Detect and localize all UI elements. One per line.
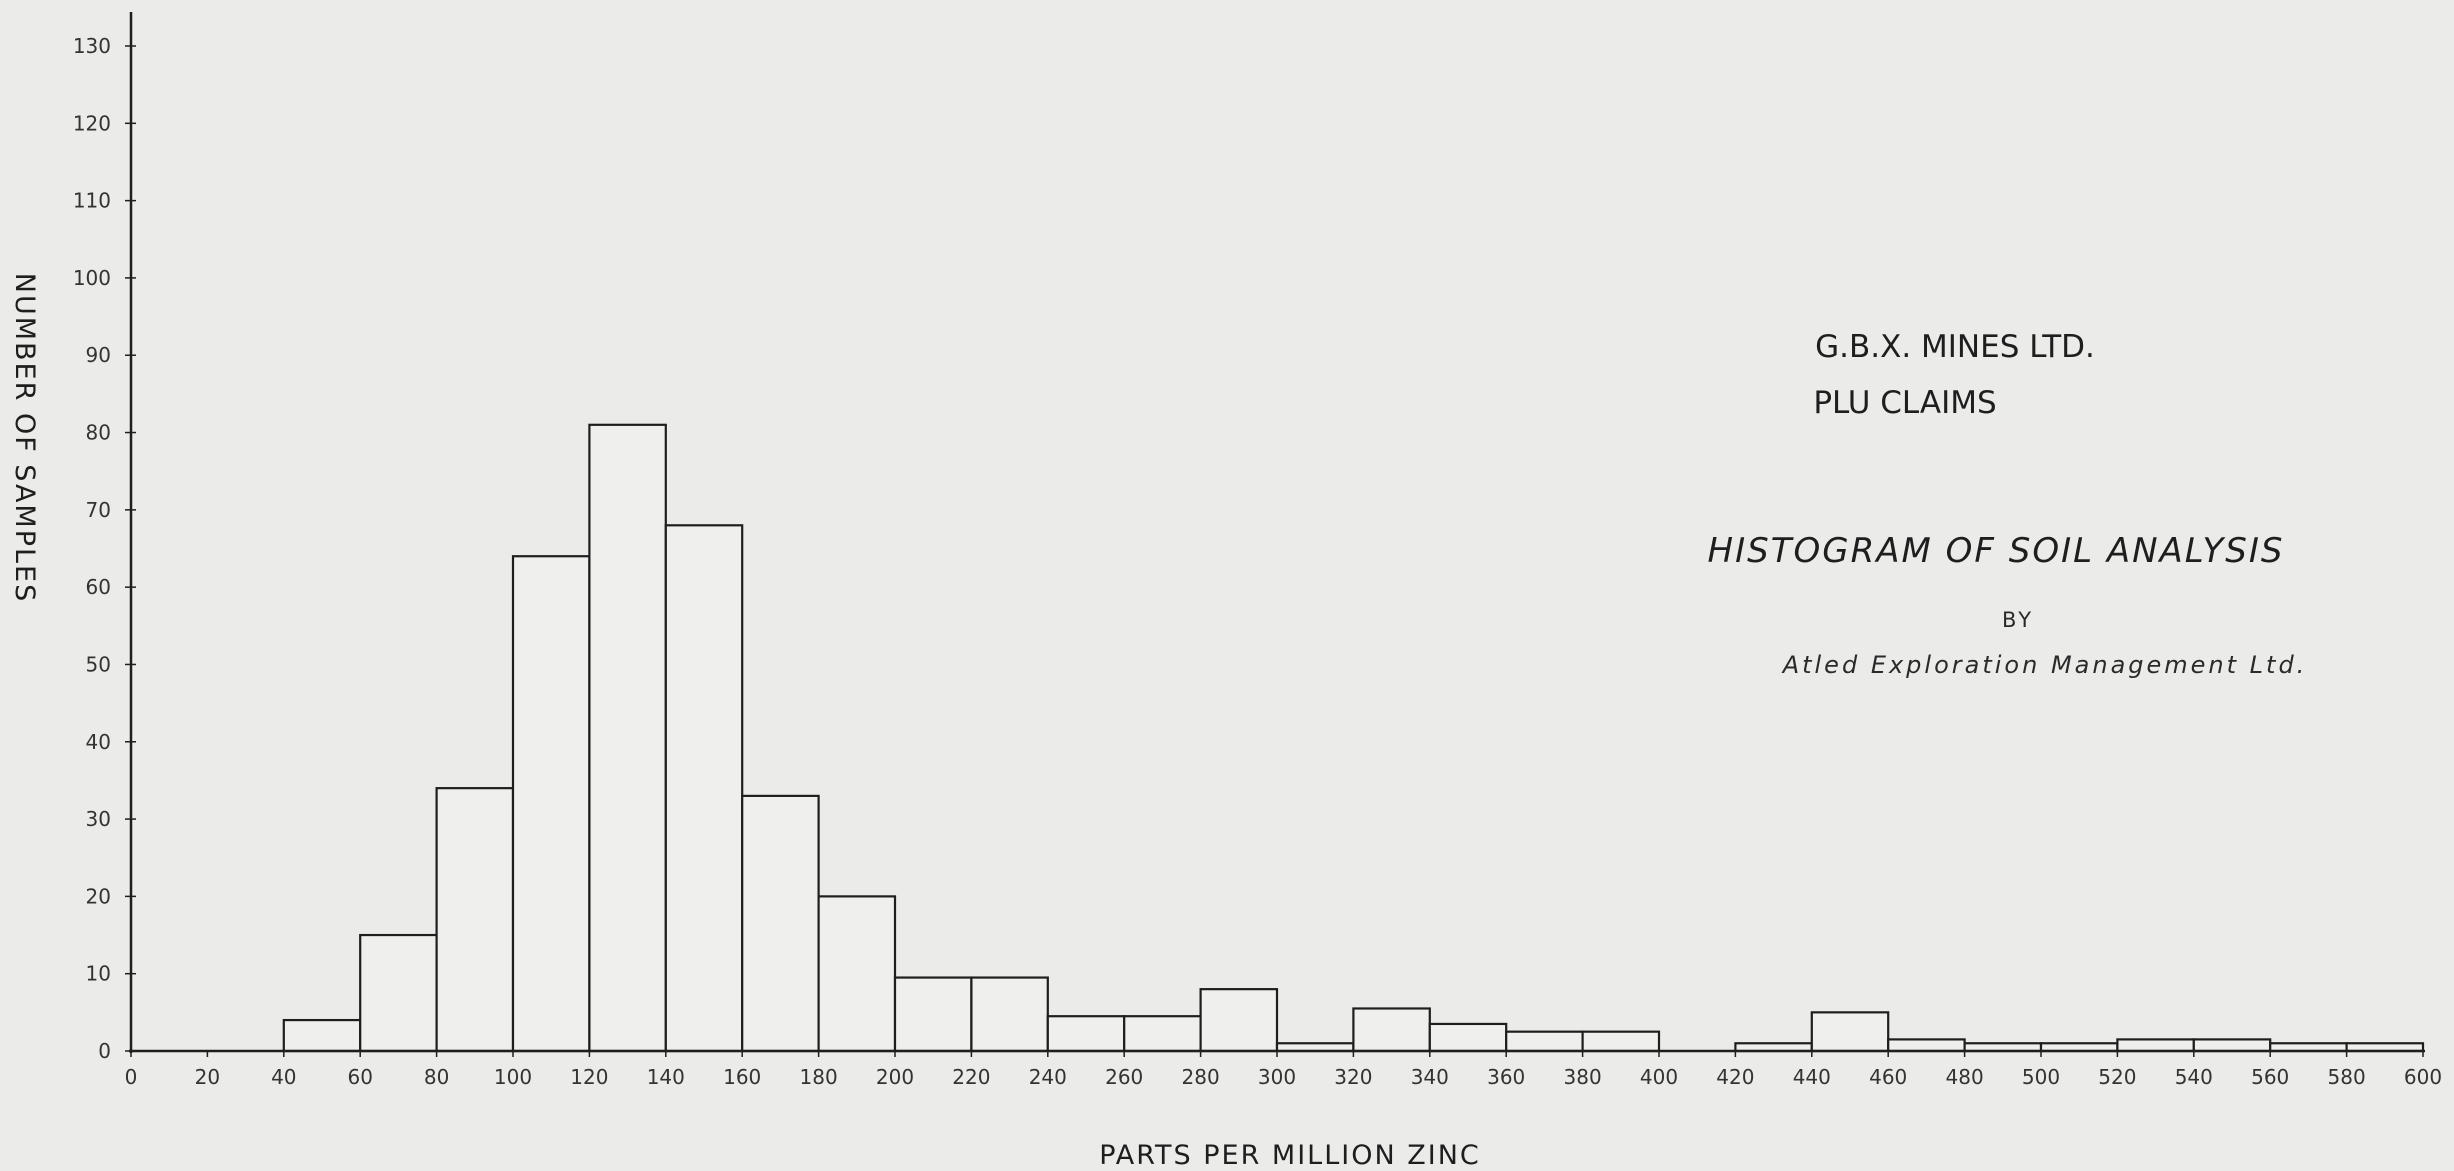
histogram-bar-60-80 bbox=[359, 933, 438, 1053]
x-tick-label: 60 bbox=[347, 1065, 372, 1089]
y-tick-label: 120 bbox=[73, 111, 111, 135]
x-tick-label: 460 bbox=[1869, 1065, 1907, 1089]
y-axis-label: NUMBER OF SAMPLES bbox=[9, 273, 40, 603]
x-tick-label: 220 bbox=[952, 1065, 990, 1089]
x-tick-label: 600 bbox=[2404, 1065, 2442, 1089]
x-tick-label: 120 bbox=[570, 1065, 608, 1089]
x-tick-label: 420 bbox=[1716, 1065, 1754, 1089]
author-credit: Atled Exploration Management Ltd. bbox=[1781, 651, 2308, 679]
histogram-bar-440-460 bbox=[1810, 1011, 1890, 1053]
histogram-bar-100-120 bbox=[511, 555, 591, 1053]
histogram-bar-460-480 bbox=[1887, 1038, 1966, 1053]
x-tick-label: 520 bbox=[2098, 1065, 2136, 1089]
y-tick-label: 130 bbox=[73, 34, 111, 58]
y-tick-label: 20 bbox=[86, 884, 111, 908]
histogram-bar-180-200 bbox=[817, 895, 897, 1053]
x-tick-label: 140 bbox=[647, 1065, 685, 1089]
y-tick-label: 40 bbox=[86, 730, 111, 754]
x-tick-label: 560 bbox=[2251, 1065, 2289, 1089]
y-tick-label: 100 bbox=[73, 266, 111, 290]
histogram-bar-40-60 bbox=[282, 1018, 362, 1053]
x-tick-label: 340 bbox=[1411, 1065, 1449, 1089]
x-tick-label: 200 bbox=[876, 1065, 914, 1089]
x-tick-label: 0 bbox=[125, 1065, 138, 1089]
histogram-bar-140-160 bbox=[664, 524, 744, 1053]
y-tick-label: 50 bbox=[86, 652, 111, 676]
y-tick-label: 70 bbox=[86, 498, 111, 522]
x-tick-label: 540 bbox=[2175, 1065, 2213, 1089]
x-tick-label: 480 bbox=[1946, 1065, 1984, 1089]
x-tick-label: 320 bbox=[1334, 1065, 1372, 1089]
histogram-bar-260-280 bbox=[1123, 1015, 1202, 1053]
histogram-bar-80-100 bbox=[435, 787, 515, 1053]
x-tick-label: 400 bbox=[1640, 1065, 1678, 1089]
histogram-bar-380-400 bbox=[1581, 1030, 1661, 1053]
x-tick-label: 300 bbox=[1258, 1065, 1296, 1089]
x-ticks: 0 20 40 60 80 100 120 140 160 180 200 220 240 260 280 3… bbox=[125, 1051, 2442, 1089]
x-tick-label: 380 bbox=[1564, 1065, 1602, 1089]
histogram-bar-320-340 bbox=[1352, 1007, 1431, 1053]
histogram-bar-520-540 bbox=[2116, 1038, 2195, 1053]
bars-layer bbox=[282, 423, 2425, 1053]
histogram-bar-240-260 bbox=[1046, 1015, 1126, 1053]
x-tick-label: 580 bbox=[2328, 1065, 2366, 1089]
x-tick-label: 160 bbox=[723, 1065, 761, 1089]
x-tick-label: 100 bbox=[494, 1065, 532, 1089]
y-tick-label: 110 bbox=[73, 189, 111, 213]
x-tick-label: 260 bbox=[1105, 1065, 1143, 1089]
x-tick-label: 80 bbox=[424, 1065, 449, 1089]
x-tick-label: 180 bbox=[800, 1065, 838, 1089]
y-tick-label: 0 bbox=[98, 1039, 111, 1063]
y-tick-label: 60 bbox=[86, 575, 111, 599]
by-label: BY bbox=[2002, 608, 2034, 632]
claims-subtitle: PLU CLAIMS bbox=[1813, 385, 1996, 421]
histogram-bar-280-300 bbox=[1199, 988, 1279, 1053]
x-axis-label: PARTS PER MILLION ZINC bbox=[1099, 1140, 1481, 1171]
x-tick-label: 360 bbox=[1487, 1065, 1525, 1089]
y-tick-label: 80 bbox=[86, 421, 111, 445]
y-tick-label: 10 bbox=[86, 962, 111, 986]
x-tick-label: 40 bbox=[271, 1065, 296, 1089]
y-tick-label: 90 bbox=[86, 343, 111, 367]
y-ticks: 0 10 20 30 40 50 60 70 80 90 100 110 120 130 bbox=[73, 34, 136, 1063]
x-tick-label: 440 bbox=[1793, 1065, 1831, 1089]
x-tick-label: 240 bbox=[1029, 1065, 1067, 1089]
y-tick-label: 30 bbox=[86, 807, 111, 831]
x-tick-label: 20 bbox=[195, 1065, 220, 1089]
company-title: G.B.X. MINES LTD. bbox=[1815, 329, 2095, 365]
histogram-bar-540-560 bbox=[2192, 1038, 2272, 1053]
histogram-bar-200-220 bbox=[893, 976, 973, 1053]
histogram-bar-360-380 bbox=[1505, 1030, 1584, 1053]
histogram-title: HISTOGRAM OF SOIL ANALYSIS bbox=[1708, 531, 2285, 571]
histogram-bar-340-360 bbox=[1428, 1022, 1508, 1053]
histogram-bar-220-240 bbox=[970, 976, 1049, 1053]
histogram-bar-120-140 bbox=[588, 423, 667, 1053]
histogram-bar-160-180 bbox=[741, 794, 820, 1053]
x-tick-label: 280 bbox=[1182, 1065, 1220, 1089]
x-tick-label: 500 bbox=[2022, 1065, 2060, 1089]
